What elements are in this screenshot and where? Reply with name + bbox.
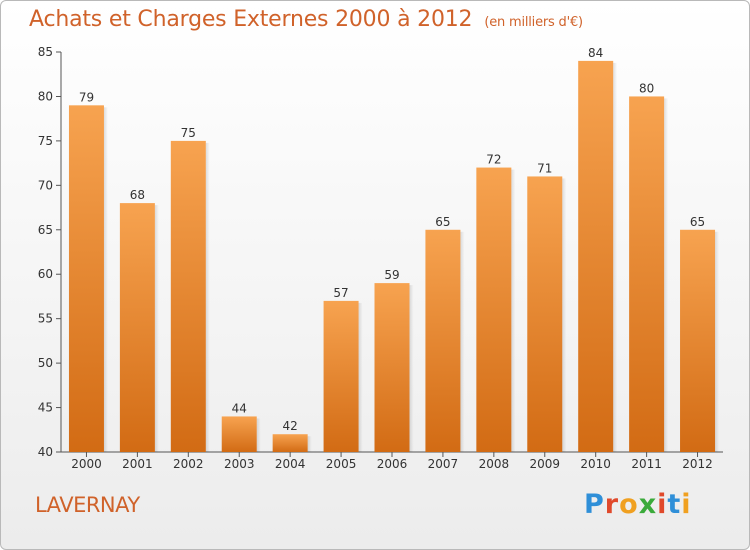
logo-letter: o [619,489,639,520]
x-tick-label: 2002 [173,457,204,471]
bar-2011 [629,96,665,452]
data-label: 65 [435,215,450,229]
bar-2010 [578,60,614,453]
x-tick-label: 2010 [580,457,611,471]
logo-letter: x [638,489,658,520]
x-tick-label: 2005 [326,457,357,471]
bar-2012 [680,229,716,452]
y-tick-label: 65 [38,223,53,237]
y-tick-label: 80 [38,89,53,103]
y-tick-label: 85 [38,45,53,59]
bar-2005 [323,300,359,452]
y-tick-label: 50 [38,356,53,370]
data-label: 71 [537,161,552,175]
y-tick-label: 45 [38,401,53,415]
title-text: Achats et Charges Externes 2000 à 2012 [29,7,473,32]
data-label: 59 [384,268,399,282]
data-label: 65 [690,215,705,229]
logo-letter: t [667,489,682,520]
bar-2006 [374,283,410,452]
x-tick-label: 2000 [71,457,102,471]
data-label: 68 [130,188,145,202]
bar-shadow [460,231,465,452]
bar-shadow [511,169,516,453]
chart-title: Achats et Charges Externes 2000 à 2012 (e… [29,7,583,32]
bar-2007 [425,229,461,452]
bar-2001 [119,203,155,452]
bar-shadow [154,205,159,452]
bar-shadow [715,231,720,452]
x-tick-label: 2012 [682,457,713,471]
y-tick-label: 60 [38,267,53,281]
x-tick-label: 2001 [122,457,153,471]
data-label: 57 [333,286,348,300]
logo-letter: P [584,489,605,520]
x-tick-label: 2003 [224,457,255,471]
bar-2009 [527,176,563,452]
bar-shadow [205,142,210,452]
bar-2000 [68,105,104,452]
logo-letter: i [681,489,692,520]
bar-shadow [409,285,414,452]
x-tick-label: 2004 [275,457,306,471]
data-label: 84 [588,46,603,60]
y-tick-label: 40 [38,445,53,459]
bar-shadow [103,107,108,452]
bar-shadow [307,436,312,452]
data-label: 72 [486,153,501,167]
y-tick-label: 70 [38,178,53,192]
y-tick-label: 75 [38,134,53,148]
bar-2003 [221,416,257,452]
data-label: 80 [639,81,654,95]
bar-shadow [664,98,669,452]
bar-shadow [562,178,567,452]
logo-letter: i [657,489,668,520]
bar-2004 [272,434,308,452]
data-label: 42 [283,419,298,433]
commune-name: LAVERNAY [35,493,140,517]
data-label: 79 [79,90,94,104]
y-tick-label: 55 [38,312,53,326]
bar-shadow [256,418,261,452]
x-tick-label: 2008 [479,457,510,471]
x-tick-label: 2006 [377,457,408,471]
x-tick-label: 2009 [529,457,560,471]
x-tick-label: 2007 [428,457,459,471]
bar-2008 [476,167,512,453]
x-tick-label: 2011 [631,457,662,471]
data-label: 44 [232,401,247,415]
bar-2002 [170,140,206,452]
proxiti-logo[interactable]: Proxiti [584,489,692,520]
bar-shadow [358,302,363,452]
data-label: 75 [181,126,196,140]
bar-shadow [613,62,618,453]
logo-letter: r [604,489,620,520]
title-unit: (en milliers d'€) [484,15,583,30]
